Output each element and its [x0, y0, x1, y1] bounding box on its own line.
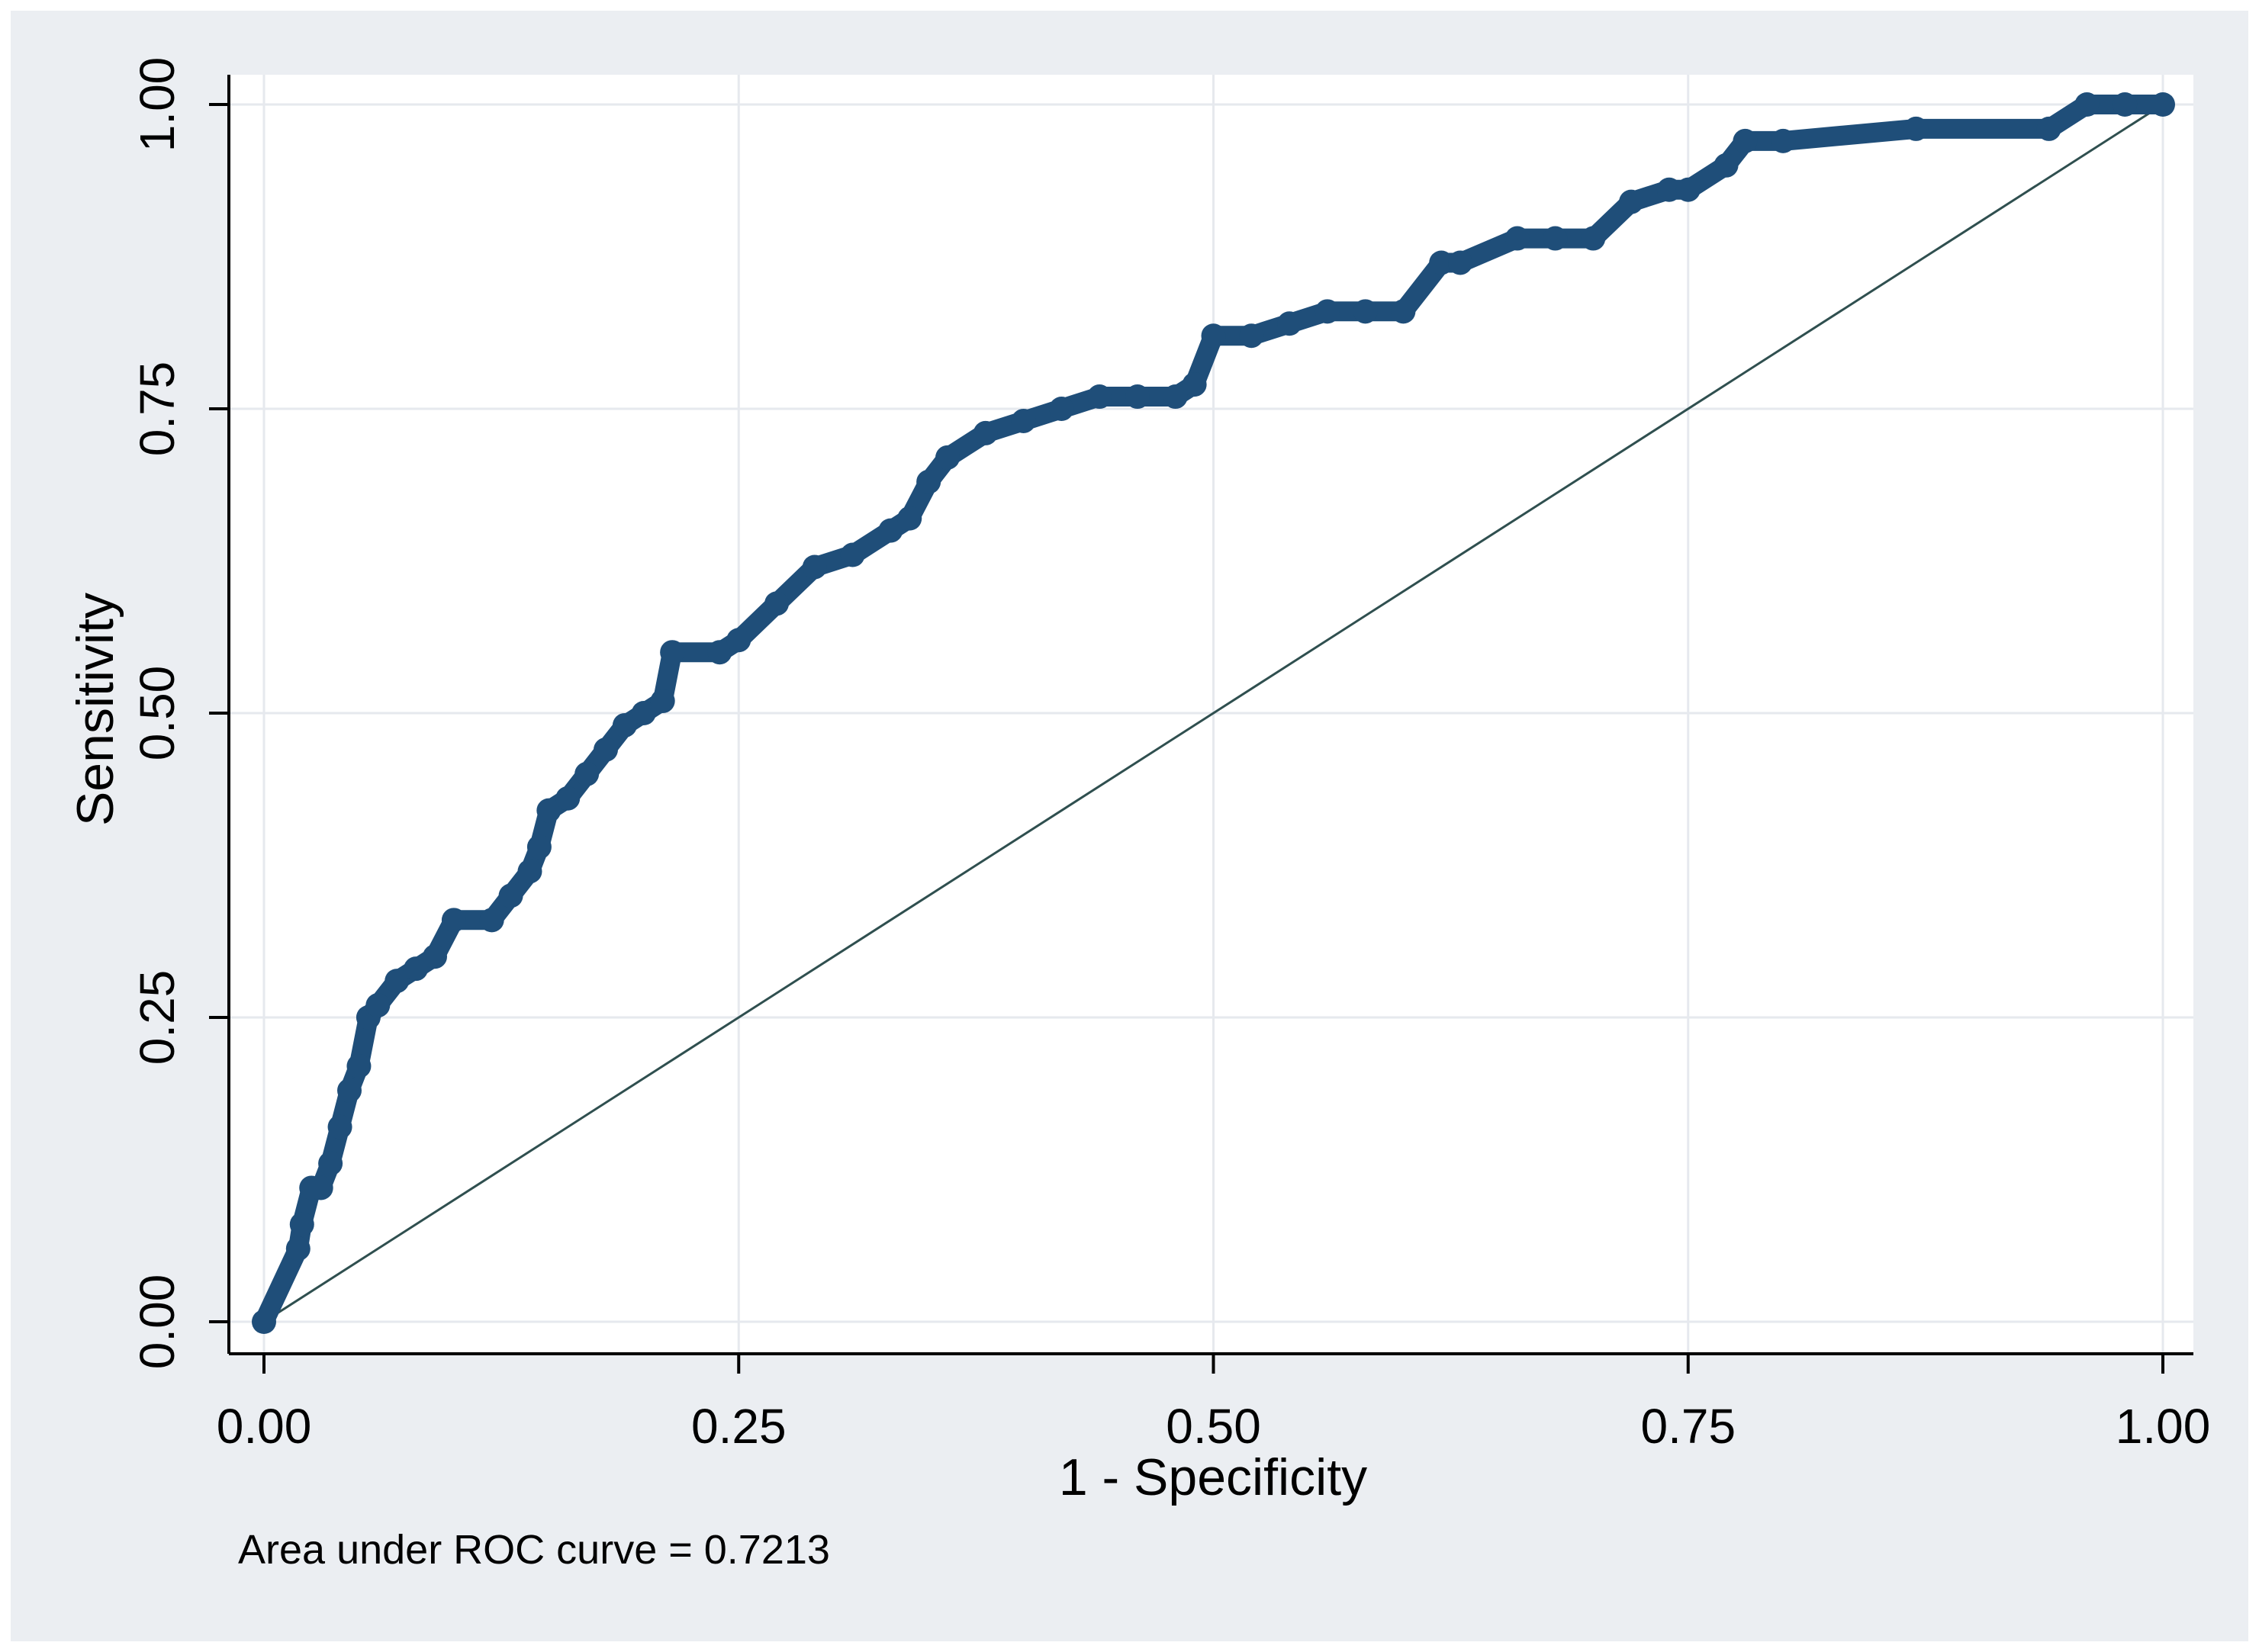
roc-point [2151, 92, 2175, 117]
roc-point [1543, 226, 1568, 251]
roc-point [536, 798, 562, 823]
roc-point [1201, 323, 1226, 349]
roc-point [612, 712, 637, 738]
roc-point [726, 628, 751, 653]
roc-point [318, 1151, 343, 1176]
y-tick-label: 0.75 [130, 362, 185, 457]
roc-point [498, 883, 523, 908]
roc-point [1277, 311, 1302, 336]
x-tick-label: 1.00 [2116, 1399, 2211, 1454]
roc-point [2113, 92, 2138, 117]
roc-point [2036, 116, 2061, 141]
roc-point [897, 506, 922, 531]
roc-point [385, 969, 410, 994]
roc-point [1675, 177, 1701, 202]
y-tick-label: 0.00 [130, 1274, 185, 1370]
y-tick-label: 0.25 [130, 970, 185, 1065]
y-tick-label: 1.00 [130, 57, 185, 153]
roc-point [973, 420, 998, 445]
roc-point [517, 859, 542, 884]
roc-point [526, 834, 552, 860]
roc-point [1714, 153, 1739, 178]
roc-point [289, 1212, 314, 1237]
auc-annotation: Area under ROC curve = 0.7213 [238, 1527, 830, 1573]
roc-point [1315, 299, 1340, 324]
roc-point [574, 761, 600, 786]
roc-point [404, 956, 429, 982]
roc-point [1391, 299, 1416, 324]
roc-point [1733, 128, 1758, 153]
roc-point [327, 1114, 352, 1139]
roc-point [1087, 384, 1112, 410]
x-tick-label: 0.75 [1640, 1399, 1736, 1454]
roc-point [1049, 397, 1074, 421]
x-axis-title: 1 - Specificity [1059, 1448, 1367, 1506]
roc-point [1448, 250, 1473, 275]
roc-point [346, 1053, 372, 1078]
y-axis-title: Sensitivity [66, 593, 124, 826]
roc-point [1903, 116, 1929, 141]
roc-point [337, 1078, 362, 1103]
x-tick-label: 0.25 [691, 1399, 787, 1454]
roc-point [479, 908, 504, 933]
reference-line [263, 103, 2164, 1323]
x-tick-label: 0.00 [217, 1399, 312, 1454]
x-tick-label: 0.50 [1166, 1399, 1261, 1454]
roc-point [802, 554, 827, 580]
roc-point [308, 1175, 333, 1200]
roc-point [631, 701, 656, 725]
roc-point [285, 1236, 311, 1261]
roc-point [764, 591, 790, 616]
y-tick-labels: 0.00 0.25 0.50 0.75 1.00 [130, 57, 185, 1370]
roc-point [916, 469, 941, 494]
roc-point [1163, 384, 1188, 410]
roc-point [935, 445, 961, 470]
roc-point [1353, 299, 1378, 324]
roc-point [1429, 250, 1454, 275]
roc-point [878, 518, 903, 543]
roc-point [365, 993, 391, 1018]
roc-point [594, 737, 619, 762]
roc-point [1504, 226, 1530, 251]
roc-point [252, 1310, 276, 1334]
roc-point [1656, 177, 1681, 202]
roc-point [1182, 372, 1207, 397]
roc-point [2074, 92, 2100, 117]
roc-point [423, 944, 448, 969]
x-tick-labels: 0.00 0.25 0.50 0.75 1.00 [217, 1399, 2211, 1454]
roc-curve-layer [252, 92, 2175, 1334]
roc-point [1581, 226, 1606, 251]
roc-point [1125, 384, 1150, 410]
roc-point [555, 786, 581, 811]
y-gridlines [229, 103, 2193, 1323]
roc-point [1619, 189, 1644, 214]
roc-point [707, 640, 732, 665]
roc-point [1011, 408, 1036, 433]
y-tick-label: 0.50 [130, 666, 185, 761]
axes [209, 75, 2193, 1374]
roc-point [441, 908, 466, 933]
roc-point [650, 689, 675, 714]
roc-point [660, 640, 685, 665]
roc-point [1239, 323, 1264, 349]
roc-point [1771, 128, 1796, 153]
roc-point [840, 542, 865, 567]
